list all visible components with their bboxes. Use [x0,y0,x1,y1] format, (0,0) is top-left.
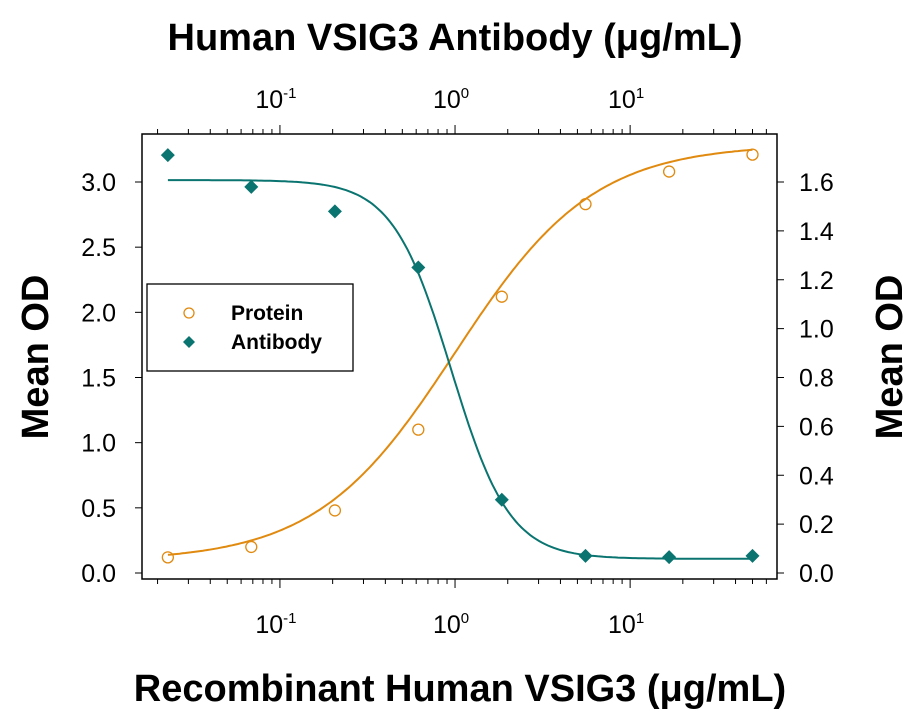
data-point-protein [161,551,175,564]
data-point-antibody [494,492,509,507]
fit-curves [167,148,753,560]
left-tick-label: 1.5 [81,365,116,393]
right-tick-label: 0.8 [799,365,834,393]
left-tick-label: 2.5 [81,234,116,262]
data-point-antibody [160,148,175,163]
top-tick-label: 100 [433,85,469,114]
data-point-protein [746,148,759,161]
data-point-antibody [745,548,760,563]
data-point-antibody [244,179,259,194]
legend: Protein Antibody [146,283,354,372]
bottom-tick-label: 10-1 [255,610,296,639]
left-y-axis-title: Mean OD [15,275,57,440]
legend-box [146,283,354,372]
data-point-protein [495,290,508,303]
left-tick-label: 3.0 [81,169,116,197]
legend-label-protein: Protein [231,302,303,325]
data-point-antibody [411,260,426,275]
left-tick-label: 2.0 [81,299,116,327]
left-tick-label: 1.0 [81,430,116,458]
data-point-antibody [662,550,677,565]
top-tick-label: 101 [608,85,644,114]
bottom-tick-label: 101 [608,610,644,639]
data-points [160,148,760,565]
legend-marker-antibody [183,336,195,348]
right-tick-label: 0.2 [799,511,834,539]
right-tick-label: 1.0 [799,316,834,344]
right-tick-label: 1.6 [799,169,834,197]
data-point-protein [412,423,425,436]
bottom-x-axis: 10-1 100 101 [157,579,767,639]
right-tick-label: 0.6 [799,413,834,441]
bottom-x-axis-title: Recombinant Human VSIG3 (μg/mL) [134,668,786,710]
data-point-protein [328,504,342,517]
data-point-antibody [327,204,342,219]
left-y-axis: 0.0 0.5 1.0 1.5 2.0 2.5 3.0 [81,169,142,588]
data-point-protein [245,540,258,554]
legend-label-antibody: Antibody [231,331,322,354]
right-y-axis-title: Mean OD [869,275,911,440]
right-tick-label: 1.4 [799,218,834,246]
data-point-antibody [578,548,593,563]
right-tick-label: 0.4 [799,462,834,490]
left-tick-label: 0.5 [81,495,116,523]
top-x-axis: 10-1 100 101 [157,85,767,134]
data-point-protein [579,198,592,211]
fit-curve-antibody [167,179,753,560]
top-axis-title: Human VSIG3 Antibody (μg/mL) [168,17,743,59]
data-point-protein [662,165,676,178]
bottom-tick-label: 100 [433,610,469,639]
right-tick-label: 1.2 [799,267,834,295]
plot-frame [141,133,778,580]
left-tick-label: 0.0 [81,560,116,588]
fit-curve-protein [167,148,753,556]
right-y-axis: 0.0 0.2 0.4 0.6 0.8 1.0 1.2 1.4 1.6 [777,169,834,588]
legend-marker-protein [183,307,195,319]
right-tick-label: 0.0 [799,560,834,588]
top-tick-label: 10-1 [255,85,296,114]
